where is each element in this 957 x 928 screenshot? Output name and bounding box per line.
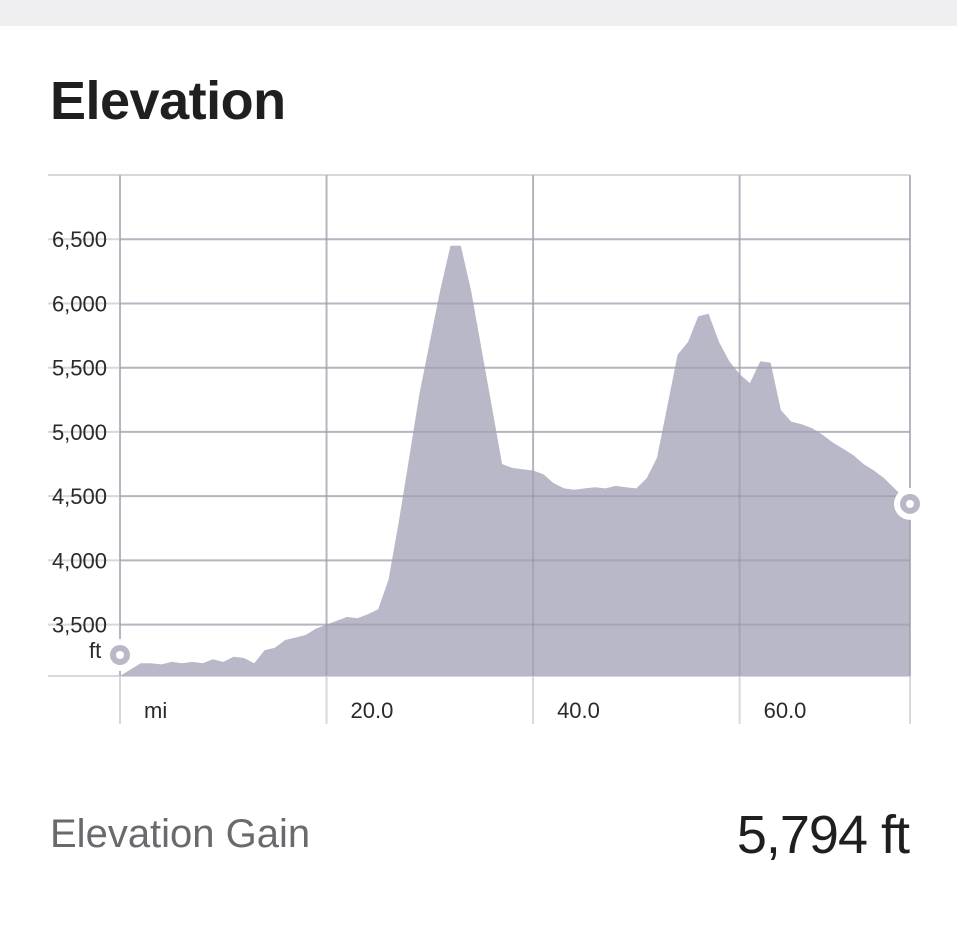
top-bar <box>0 0 957 26</box>
elevation-gain-label: Elevation Gain <box>50 812 311 856</box>
y-axis-labels: 3,500 4,000 4,500 5,000 5,500 6,000 6,500 ft <box>52 227 107 663</box>
y-tick-label: 4,000 <box>52 548 107 573</box>
x-tick-label: mi <box>144 698 167 723</box>
start-marker-dot <box>116 651 124 659</box>
y-tick-label: 6,500 <box>52 227 107 252</box>
start-marker <box>104 639 136 671</box>
x-tick-label: 20.0 <box>351 698 394 723</box>
y-tick-label: 6,000 <box>52 291 107 316</box>
y-unit-label: ft <box>89 638 101 663</box>
elevation-area <box>120 245 910 676</box>
page-title: Elevation <box>50 71 286 131</box>
y-tick-label: 5,000 <box>52 420 107 445</box>
end-marker <box>894 487 926 520</box>
route-markers <box>104 487 926 671</box>
x-tick-label: 40.0 <box>557 698 600 723</box>
y-tick-label: 4,500 <box>52 484 107 509</box>
y-tick-label: 5,500 <box>52 356 107 381</box>
x-tick-label: 60.0 <box>764 698 807 723</box>
end-marker-dot <box>906 499 914 508</box>
grid-overlay <box>119 175 911 676</box>
x-axis-labels: mi 20.0 40.0 60.0 <box>144 698 806 723</box>
elevation-gain-value: 5,794 ft <box>736 805 910 865</box>
y-tick-label: 3,500 <box>52 613 107 638</box>
elevation-chart: 3,500 4,000 4,500 5,000 5,500 6,000 6,500 ft mi… <box>48 174 926 724</box>
